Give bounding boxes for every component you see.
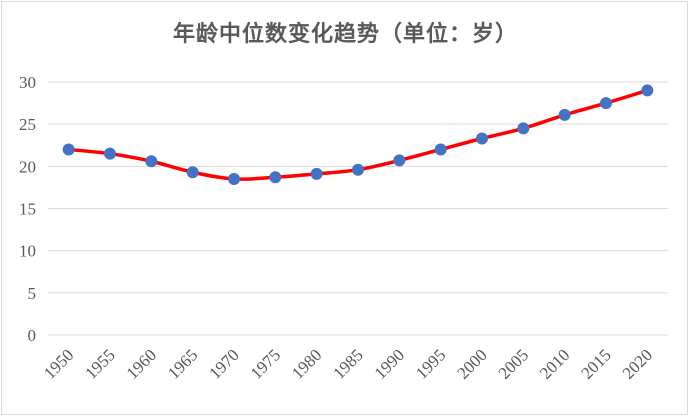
x-tick-label: 1995 xyxy=(412,345,449,382)
x-tick-label: 2010 xyxy=(536,345,573,382)
data-point-2005 xyxy=(517,122,530,135)
data-point-1995 xyxy=(434,143,447,156)
x-tick-label: 1950 xyxy=(40,345,77,382)
chart-title: 年龄中位数变化趋势（单位：岁） xyxy=(172,22,518,47)
y-tick-label: 10 xyxy=(19,242,36,261)
y-tick-label: 0 xyxy=(28,326,37,345)
x-tick-label: 1985 xyxy=(329,345,366,382)
x-axis-tick-labels: 1950 1955 1960 1965 1970 1975 1980 1985 1990 1995… xyxy=(40,345,656,382)
data-point-1980 xyxy=(310,167,323,180)
x-tick-label: 2000 xyxy=(453,345,490,382)
x-tick-label: 2020 xyxy=(619,345,656,382)
x-tick-label: 1975 xyxy=(247,345,284,382)
y-tick-label: 25 xyxy=(19,115,36,134)
data-point-1990 xyxy=(393,154,406,167)
x-tick-label: 2015 xyxy=(577,345,614,382)
x-tick-label: 1970 xyxy=(205,345,242,382)
data-points xyxy=(62,84,654,185)
x-tick-label: 1980 xyxy=(288,345,325,382)
x-tick-label: 2005 xyxy=(495,345,532,382)
data-point-2020 xyxy=(641,84,654,97)
data-point-1960 xyxy=(145,155,158,168)
y-tick-label: 20 xyxy=(19,157,36,176)
data-point-1950 xyxy=(62,143,75,156)
x-tick-label: 1960 xyxy=(123,345,160,382)
data-point-1985 xyxy=(352,163,364,176)
data-point-1970 xyxy=(228,172,240,185)
gridlines xyxy=(48,81,668,336)
x-tick-label: 1990 xyxy=(371,345,408,382)
y-tick-label: 5 xyxy=(28,284,37,303)
data-point-1955 xyxy=(104,147,116,160)
data-point-2000 xyxy=(476,132,488,145)
data-point-1975 xyxy=(269,171,282,184)
data-point-2015 xyxy=(600,97,612,110)
data-point-1965 xyxy=(186,166,199,179)
y-tick-label: 15 xyxy=(19,200,36,219)
y-tick-label: 30 xyxy=(19,73,36,92)
data-point-2010 xyxy=(558,108,571,121)
x-tick-label: 1955 xyxy=(81,345,118,382)
y-axis-tick-labels: 0 5 10 15 20 25 30 xyxy=(19,73,36,345)
x-tick-label: 1965 xyxy=(164,345,201,382)
